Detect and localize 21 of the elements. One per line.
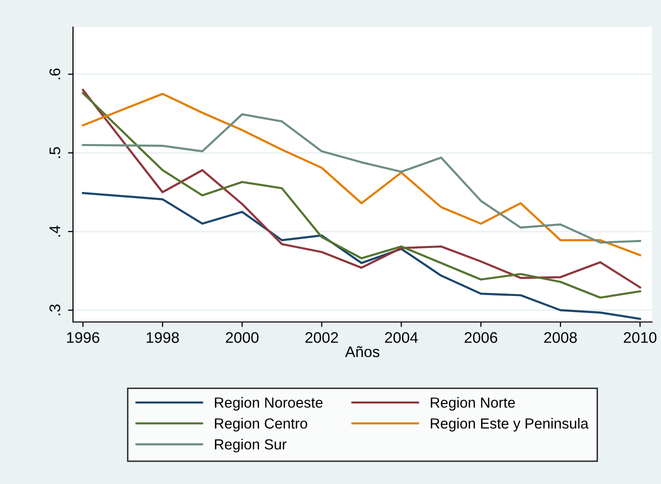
- x-axis-title: Años: [345, 346, 380, 358]
- x-tick-label: 2006: [464, 332, 498, 343]
- y-tick-label: .5: [50, 147, 60, 158]
- y-tick-label: .6: [49, 68, 60, 80]
- x-tick-label: 2000: [226, 332, 259, 343]
- line-series: [82, 113, 642, 244]
- x-tick-label: 1996: [67, 332, 100, 343]
- y-tick-label: .4: [50, 226, 60, 237]
- x-tick-label: 2002: [305, 332, 338, 343]
- x-tick-label: 1998: [146, 332, 179, 343]
- legend-label: Region Norte: [430, 397, 515, 411]
- legend-label: Region Sur: [214, 438, 286, 452]
- x-tick-label: 2008: [544, 332, 577, 343]
- x-tick-label: 2010: [624, 332, 656, 343]
- line-series: [82, 192, 642, 320]
- y-tick-label: .3: [49, 304, 60, 316]
- legend-label: Region Centro: [214, 418, 308, 432]
- legend-label: Region Este y Peninsula: [430, 418, 589, 432]
- x-tick-label: 2004: [385, 332, 418, 343]
- legend-label: Region Noroeste: [214, 397, 323, 411]
- line-series: [82, 92, 642, 256]
